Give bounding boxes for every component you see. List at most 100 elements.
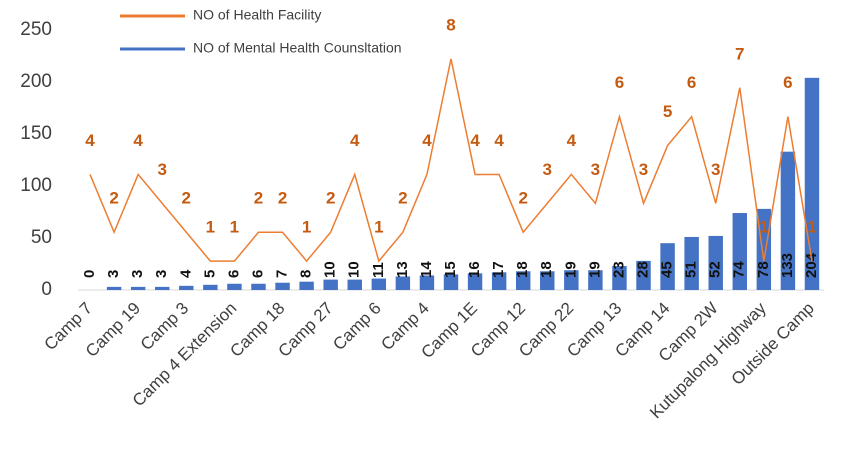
y-tick-label: 100 xyxy=(20,175,52,196)
line-label: 2 xyxy=(518,189,527,208)
bar-label: 18 xyxy=(538,261,555,278)
line-label: 3 xyxy=(543,160,552,179)
bar-label: 23 xyxy=(610,261,627,278)
line-label: 2 xyxy=(182,189,191,208)
bar-label: 4 xyxy=(177,269,194,278)
bar xyxy=(395,276,411,290)
y-tick-label: 200 xyxy=(20,71,52,92)
line-label: 4 xyxy=(350,131,360,150)
bar xyxy=(419,275,435,290)
line-label: 6 xyxy=(687,73,696,92)
line-label: 5 xyxy=(663,102,672,121)
line-label: 6 xyxy=(615,73,624,92)
bar xyxy=(732,213,747,290)
bar-label: 204 xyxy=(803,252,820,278)
bar xyxy=(564,270,579,290)
line-label: 6 xyxy=(783,73,792,92)
bar xyxy=(275,282,290,290)
bar-label: 45 xyxy=(659,261,676,278)
bar-label: 52 xyxy=(707,261,724,278)
bar xyxy=(251,283,266,290)
line-label: 1 xyxy=(206,218,215,237)
line-label: 7 xyxy=(735,44,744,63)
line-label: 3 xyxy=(591,160,600,179)
bar xyxy=(179,285,194,290)
bar xyxy=(155,286,170,290)
bar xyxy=(371,278,387,290)
bar-label: 18 xyxy=(514,261,531,278)
bar xyxy=(588,270,603,290)
line xyxy=(89,58,813,263)
line-label: 1 xyxy=(374,218,383,237)
bar-label: 6 xyxy=(249,270,266,278)
x-tick-label: Outside Camp xyxy=(728,299,818,389)
line-label: 1 xyxy=(759,218,768,237)
bar xyxy=(612,266,627,290)
bar-label: 78 xyxy=(755,261,772,278)
bar-label: 28 xyxy=(634,261,651,278)
bar-label: 133 xyxy=(779,253,796,278)
line-label: 4 xyxy=(85,131,95,150)
bar xyxy=(515,271,531,290)
bar xyxy=(636,260,651,290)
bar xyxy=(106,286,122,290)
line-label: 8 xyxy=(446,15,455,34)
bar-label: 10 xyxy=(346,261,363,278)
line-label: 3 xyxy=(639,160,648,179)
bar xyxy=(227,283,242,290)
bar-label: 13 xyxy=(394,261,411,278)
bar xyxy=(203,284,218,290)
bar xyxy=(540,271,555,290)
bar-label: 14 xyxy=(418,261,435,278)
line-label: 2 xyxy=(109,189,118,208)
bar xyxy=(130,286,146,290)
line-label: 3 xyxy=(711,160,720,179)
y-tick-label: 150 xyxy=(20,123,52,144)
line-label: 2 xyxy=(326,189,335,208)
y-tick-label: 250 xyxy=(20,19,52,40)
bar-label: 10 xyxy=(322,261,339,278)
line-label: 4 xyxy=(494,131,504,150)
bar xyxy=(780,151,796,290)
bar xyxy=(347,279,362,290)
bar-label: 19 xyxy=(562,261,579,278)
bar-label: 3 xyxy=(153,270,170,278)
line-label: 2 xyxy=(254,189,263,208)
line-label: 4 xyxy=(567,131,577,150)
line-label: 4 xyxy=(422,131,432,150)
bar-label: 11 xyxy=(370,262,387,278)
bar xyxy=(660,243,675,290)
bar xyxy=(323,279,338,290)
y-tick-label: 0 xyxy=(41,279,52,300)
bar xyxy=(299,281,314,290)
bar-label: 19 xyxy=(586,261,603,278)
bar-label: 7 xyxy=(274,270,291,278)
line-label: 1 xyxy=(807,218,816,237)
bar-label: 16 xyxy=(466,261,483,278)
y-tick-label: 50 xyxy=(31,227,52,248)
line-label: 1 xyxy=(302,218,311,237)
bar xyxy=(467,273,483,290)
bar-label: 5 xyxy=(201,270,218,278)
line-label: 4 xyxy=(470,131,480,150)
bar-label: 0 xyxy=(81,270,98,278)
line-label: 4 xyxy=(133,131,143,150)
legend-label: NO of Mental Health Counsltation xyxy=(193,40,402,56)
bar-label: 15 xyxy=(442,261,459,278)
legend-label: NO of Health Facility xyxy=(193,7,321,23)
line-label: 3 xyxy=(157,160,166,179)
bar-label: 8 xyxy=(298,270,315,278)
line-label: 2 xyxy=(398,189,407,208)
bar-label: 3 xyxy=(129,270,146,278)
bar xyxy=(756,208,772,290)
bar-label: 6 xyxy=(225,270,242,278)
line-label: 1 xyxy=(230,218,239,237)
bar xyxy=(491,272,507,290)
x-tick-label: Camp 6 xyxy=(329,299,385,355)
bar xyxy=(443,274,459,290)
line-label: 2 xyxy=(278,189,287,208)
bar xyxy=(684,236,699,290)
bar xyxy=(708,235,723,290)
bar-label: 74 xyxy=(731,261,748,278)
